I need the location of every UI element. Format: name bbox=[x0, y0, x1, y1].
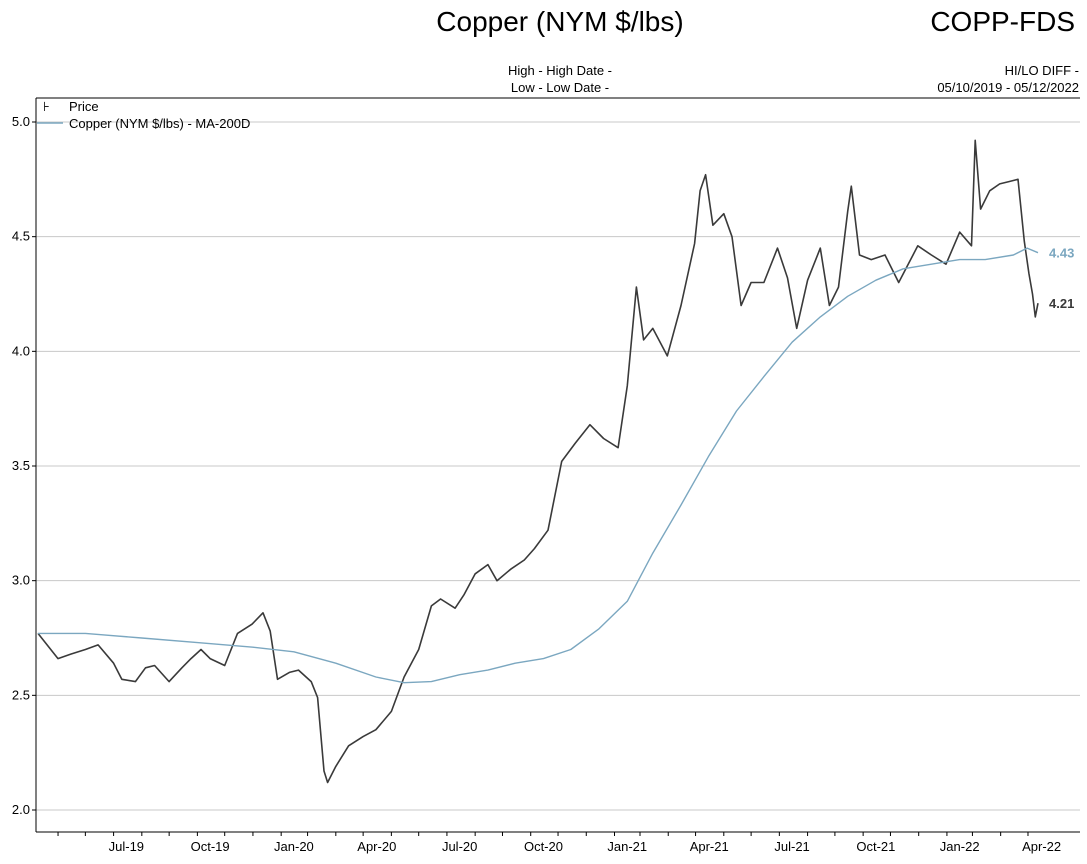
high-label: High - High Date - bbox=[507, 63, 613, 78]
hilo-diff-label: HI/LO DIFF - bbox=[1004, 63, 1079, 78]
date-range-label: 05/10/2019 - 05/12/2022 bbox=[937, 80, 1079, 95]
price-last-value: 4.21 bbox=[1049, 296, 1074, 311]
legend-price-label: Price bbox=[69, 99, 99, 114]
y-tick-label: 2.5 bbox=[12, 687, 30, 702]
ticker-symbol: COPP-FDS bbox=[930, 6, 1075, 37]
x-tick-label: Jan-21 bbox=[607, 839, 647, 854]
legend-ma-label: Copper (NYM $/lbs) - MA-200D bbox=[69, 116, 250, 131]
low-label: Low - Low Date - bbox=[510, 80, 610, 95]
x-tick-label: Jul-20 bbox=[442, 839, 477, 854]
y-tick-label: 3.5 bbox=[12, 458, 30, 473]
legend-price-symbol: ⊦ bbox=[43, 99, 50, 114]
x-tick-label: Apr-20 bbox=[357, 839, 396, 854]
x-tick-label: Jan-22 bbox=[940, 839, 980, 854]
hilo-info: High - High Date - Low - Low Date - bbox=[470, 62, 650, 96]
y-tick-label: 5.0 bbox=[12, 114, 30, 129]
x-tick-label: Jul-19 bbox=[109, 839, 144, 854]
y-tick-label: 4.5 bbox=[12, 229, 30, 244]
x-tick-label: Oct-21 bbox=[856, 839, 895, 854]
legend: ⊦ Price Copper (NYM $/lbs) - MA-200D bbox=[37, 99, 250, 131]
y-tick-label: 4.0 bbox=[12, 343, 30, 358]
axes: 2.0 2.5 3.0 3.5 4.0 4.5 5.0 Jul-19 Oct-19 Jan-20 A… bbox=[12, 97, 1080, 854]
series bbox=[37, 139, 1039, 784]
x-tick-label: Oct-20 bbox=[524, 839, 563, 854]
x-tick-label: Jul-21 bbox=[774, 839, 809, 854]
price-line bbox=[37, 139, 1039, 784]
x-tick-label: Jan-20 bbox=[274, 839, 314, 854]
chart-title: Copper (NYM $/lbs) bbox=[436, 6, 684, 37]
x-tick-label: Apr-21 bbox=[690, 839, 729, 854]
end-labels: 4.21 4.43 bbox=[1049, 246, 1074, 311]
y-tick-label: 3.0 bbox=[12, 573, 30, 588]
x-tick-label: Oct-19 bbox=[191, 839, 230, 854]
y-tick-label: 2.0 bbox=[12, 802, 30, 817]
ma-200d-line bbox=[38, 247, 1039, 684]
gridlines bbox=[36, 121, 1080, 811]
range-info: HI/LO DIFF - 05/10/2019 - 05/12/2022 bbox=[937, 62, 1079, 96]
ma-last-value: 4.43 bbox=[1049, 246, 1074, 261]
x-tick-label: Apr-22 bbox=[1022, 839, 1061, 854]
